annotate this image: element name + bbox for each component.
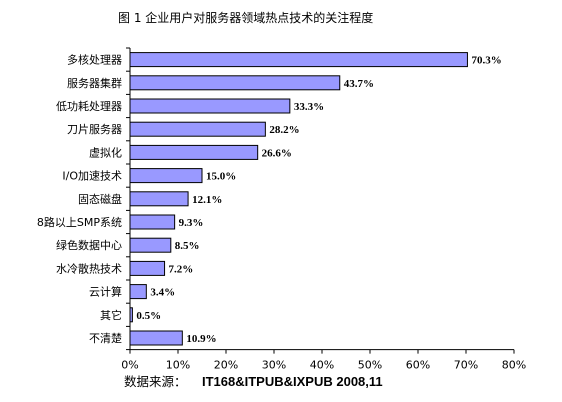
x-tick-label: 80%	[502, 359, 526, 372]
value-label: 7.2%	[169, 263, 194, 275]
x-tick-label: 70%	[454, 359, 478, 372]
value-label: 43.7%	[344, 78, 374, 90]
bar	[129, 260, 166, 276]
category-label: 绿色数据中心	[56, 238, 122, 252]
category-label: 水冷散热技术	[56, 261, 122, 275]
x-tick-label: 10%	[166, 359, 190, 372]
value-label: 8.5%	[175, 240, 200, 252]
bar	[129, 75, 341, 91]
category-label: 其它	[100, 308, 122, 322]
bar	[129, 237, 172, 253]
bar	[129, 144, 259, 160]
source-label: 数据来源：	[124, 374, 187, 389]
category-label: 服务器集群	[67, 76, 122, 90]
value-label: 0.5%	[136, 310, 161, 322]
x-tick-label: 50%	[358, 359, 382, 372]
value-labels: 70.3% 43.7% 33.3% 28.2% 26.6% 15.0% 12.1% 9.3% 8…	[136, 55, 501, 345]
bar	[129, 214, 176, 230]
bar	[129, 121, 266, 137]
value-label: 12.1%	[192, 194, 222, 206]
x-tick-label: 40%	[310, 359, 334, 372]
category-label: 不清楚	[89, 331, 122, 345]
value-label: 26.6%	[262, 147, 292, 159]
category-label: 虚拟化	[89, 145, 122, 159]
bar	[129, 52, 468, 68]
bar	[129, 330, 183, 346]
bar	[129, 191, 189, 207]
source-text: IT168&ITPUB&IXPUB 2008,11	[202, 374, 383, 389]
category-label: 固态磁盘	[78, 192, 122, 206]
category-label: I/O加速技术	[62, 170, 122, 183]
value-label: 10.9%	[186, 333, 216, 345]
bar	[129, 98, 291, 114]
category-label: 低功耗处理器	[56, 100, 122, 113]
bar	[129, 284, 147, 300]
bars-group	[126, 47, 468, 351]
value-label: 9.3%	[179, 217, 204, 229]
value-label: 33.3%	[294, 101, 324, 113]
category-label: 8路以上SMP系统	[37, 216, 122, 229]
x-tick-label: 0%	[121, 359, 138, 372]
chart-title: 图 1 企业用户对服务器领域热点技术的关注程度	[118, 10, 373, 25]
value-label: 3.4%	[150, 287, 175, 299]
value-label: 70.3%	[471, 55, 501, 67]
bar	[129, 168, 203, 184]
x-tick-label: 30%	[262, 359, 286, 372]
x-tick-label: 20%	[214, 359, 238, 372]
value-label: 28.2%	[269, 124, 299, 136]
x-axis-ticks: 0% 10% 20% 30% 40% 50% 60% 70% 80%	[121, 349, 526, 372]
category-label: 多核处理器	[67, 53, 122, 67]
x-tick-label: 60%	[406, 359, 430, 372]
category-label: 云计算	[89, 285, 122, 299]
value-label: 15.0%	[206, 171, 236, 183]
category-label: 刀片服务器	[67, 123, 122, 136]
